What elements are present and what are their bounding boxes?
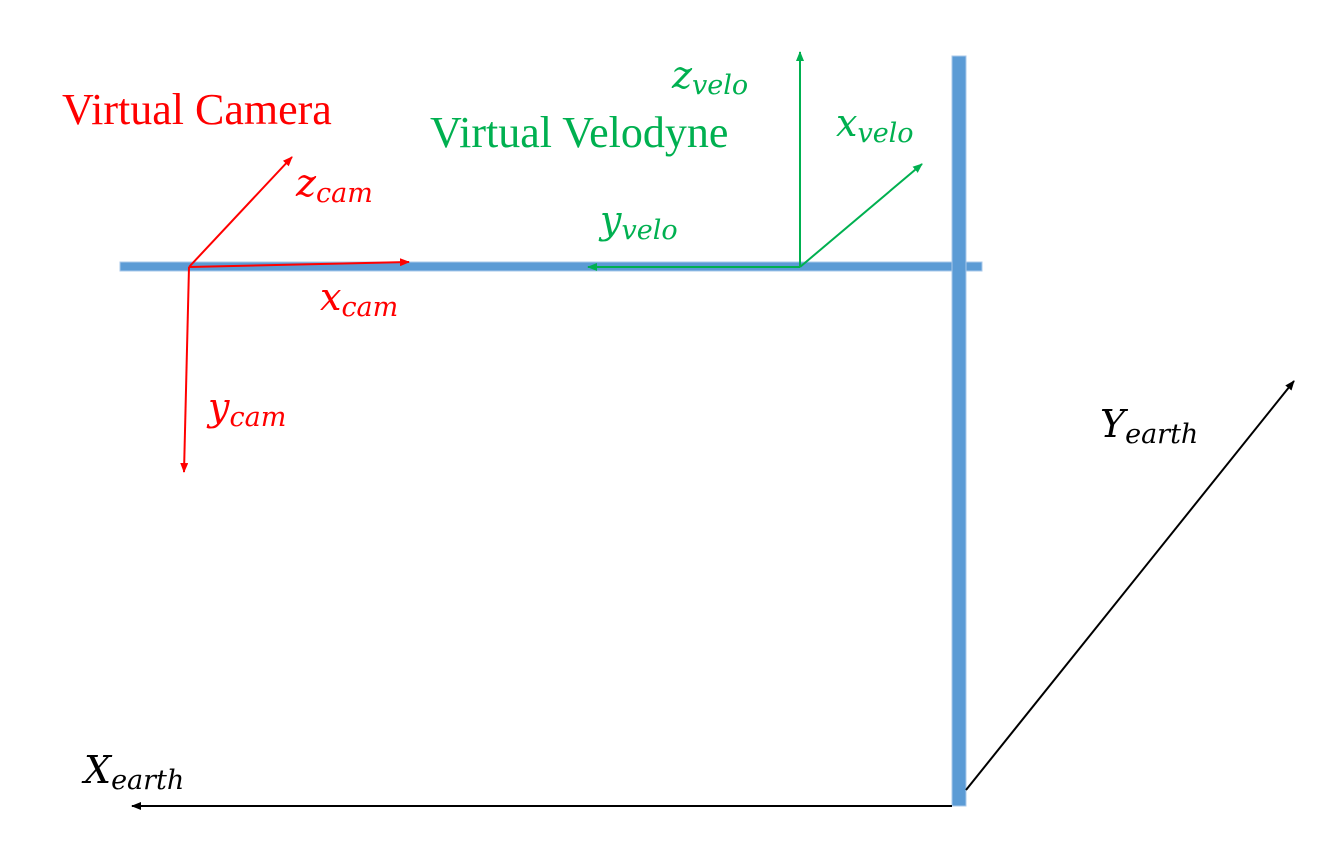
horizontal-bar xyxy=(119,261,983,272)
earth-x-label: Xearth xyxy=(81,748,184,796)
velodyne-frame xyxy=(587,51,923,271)
velodyne-x-axis-arrow xyxy=(799,163,923,268)
earth-frame xyxy=(131,380,1295,810)
velodyne-x-label: xvelo xyxy=(836,101,914,149)
velodyne-y-label: yvelo xyxy=(598,198,678,246)
camera-z-axis-arrow xyxy=(188,156,293,268)
camera-z-label: zcam xyxy=(295,161,373,209)
velodyne-z-label: zvelo xyxy=(671,53,748,101)
camera-title: Virtual Camera xyxy=(62,85,332,134)
camera-y-axis-arrow xyxy=(180,266,190,473)
camera-y-label: ycam xyxy=(206,385,286,433)
velodyne-title: Virtual Velodyne xyxy=(430,108,728,157)
camera-frame xyxy=(180,156,410,473)
camera-x-axis-arrow xyxy=(188,258,410,268)
camera-x-label: xcam xyxy=(320,275,398,323)
earth-y-axis-arrow xyxy=(965,380,1295,791)
vertical-post xyxy=(951,55,967,807)
earth-y-label: Yearth xyxy=(1100,402,1198,450)
